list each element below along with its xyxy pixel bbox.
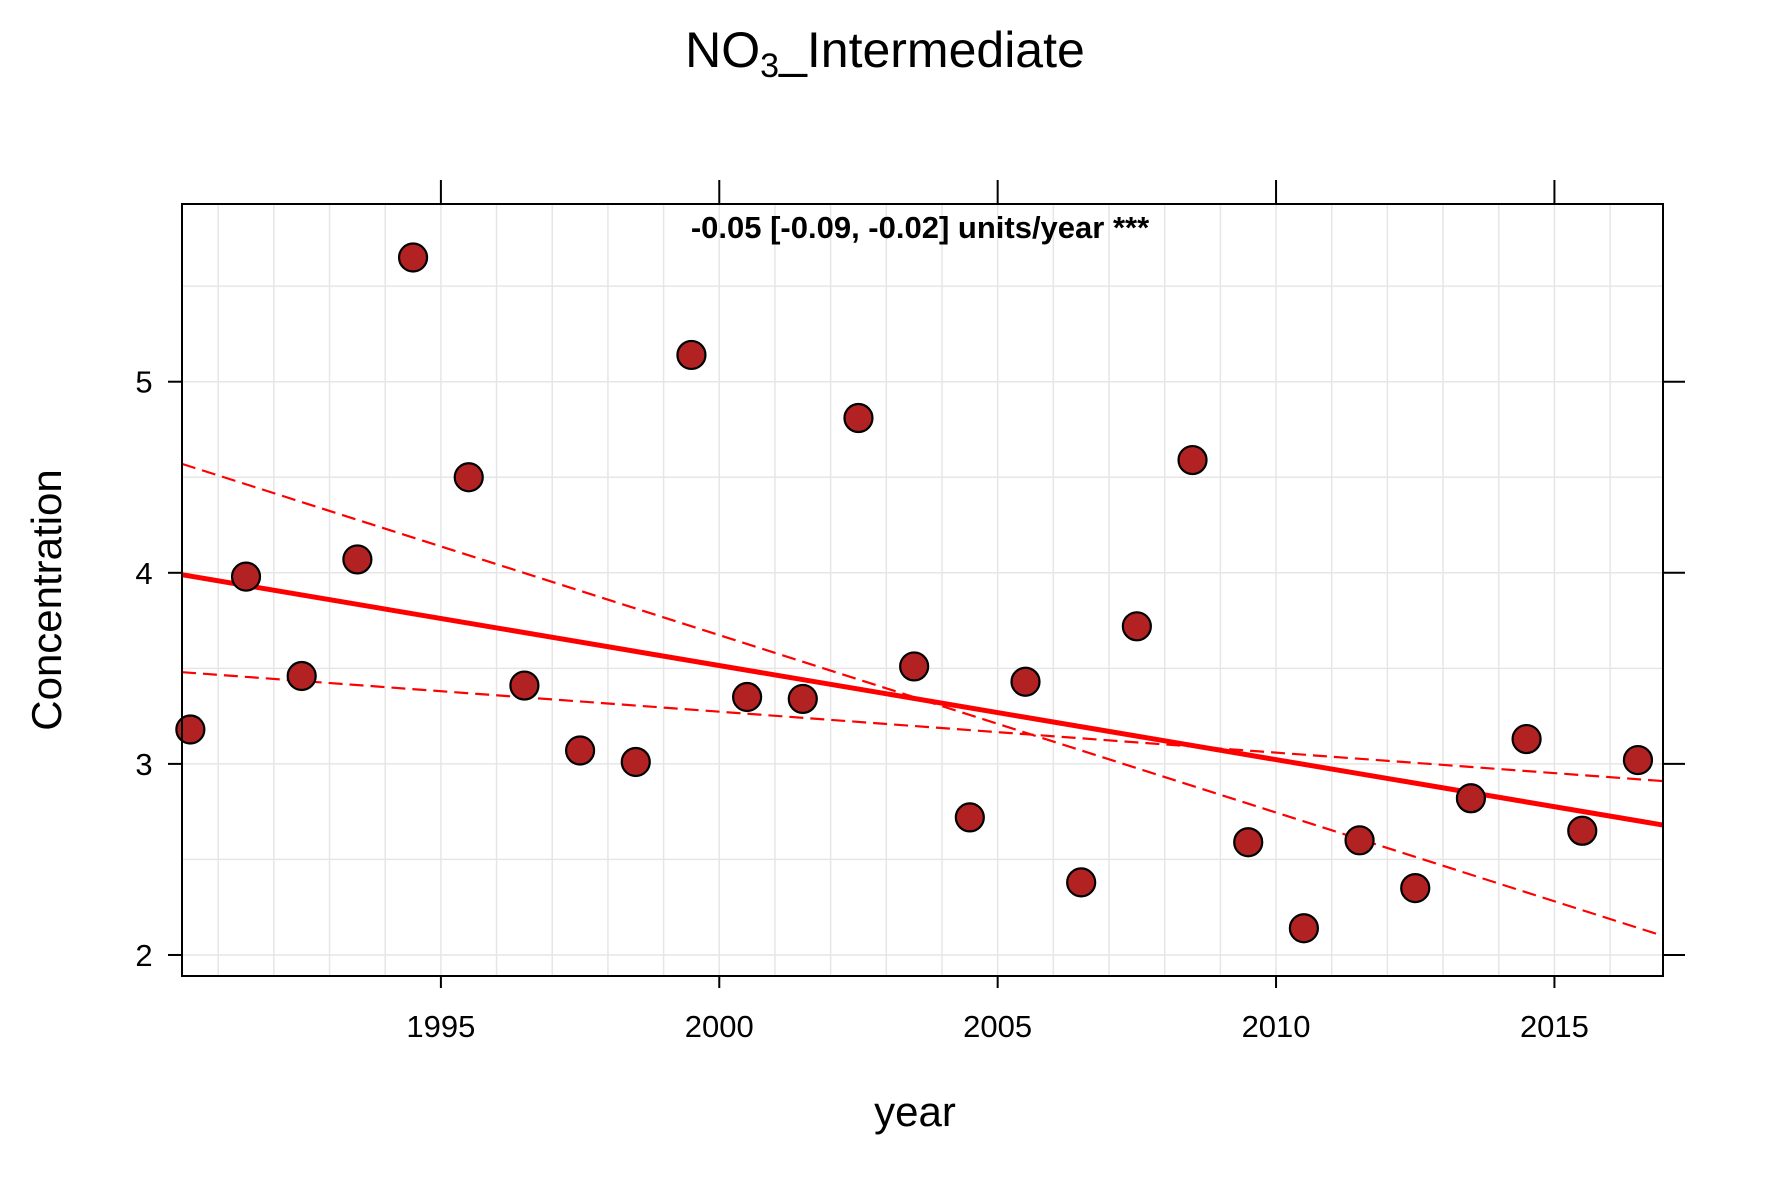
chart-title: NO3_Intermediate — [685, 22, 1085, 85]
data-point — [342, 544, 373, 575]
data-point — [787, 683, 818, 715]
plot-frame — [181, 203, 1664, 977]
y-axis-label: Concentration — [23, 469, 70, 731]
axis-ticks: 1995 2000 2005 2010 2015 2 3 4 5 — [135, 180, 1685, 1044]
data-point — [1567, 815, 1598, 846]
data-point — [732, 681, 763, 713]
data-point — [620, 746, 651, 778]
data-point — [676, 339, 707, 371]
data-point — [230, 561, 262, 592]
y-tick-label: 5 — [135, 365, 152, 400]
data-point — [843, 402, 874, 434]
confidence-line-2 — [181, 671, 1664, 783]
data-point — [509, 670, 540, 701]
y-tick-label: 2 — [135, 938, 152, 973]
data-point — [1177, 444, 1208, 476]
chart-title-rest: _Intermediate — [778, 22, 1085, 78]
trend-lines — [181, 462, 1664, 937]
data-point — [1288, 913, 1319, 944]
chart-title-main: NO — [685, 22, 760, 78]
data-point — [564, 735, 596, 766]
data-point — [1066, 867, 1097, 898]
trend-annotation: -0.05 [-0.09, -0.02] units/year *** — [691, 210, 1150, 245]
data-point — [286, 660, 317, 692]
x-tick-label: 1995 — [406, 1009, 475, 1044]
data-point — [1400, 872, 1431, 904]
x-tick-label: 2000 — [685, 1009, 754, 1044]
data-point — [954, 802, 985, 833]
data-point — [175, 714, 206, 745]
data-point — [1344, 825, 1375, 856]
data-point — [1121, 611, 1152, 642]
grid — [182, 204, 1663, 976]
data-point — [1622, 744, 1654, 776]
data-point — [397, 242, 429, 273]
chart-title-subscript: 3 — [760, 47, 779, 85]
y-tick-label: 4 — [135, 556, 152, 591]
data-point — [899, 651, 930, 682]
data-point — [1233, 827, 1264, 858]
data-point — [453, 462, 484, 493]
trend-line — [181, 572, 1664, 828]
data-point — [1511, 723, 1542, 755]
x-tick-label: 2010 — [1242, 1009, 1311, 1044]
data-points — [175, 242, 1654, 944]
x-tick-label: 2015 — [1520, 1009, 1589, 1044]
x-tick-label: 2005 — [963, 1009, 1032, 1044]
data-point — [1010, 666, 1041, 697]
data-point — [1455, 783, 1487, 814]
x-axis-label: year — [874, 1088, 956, 1135]
y-tick-label: 3 — [135, 747, 152, 782]
